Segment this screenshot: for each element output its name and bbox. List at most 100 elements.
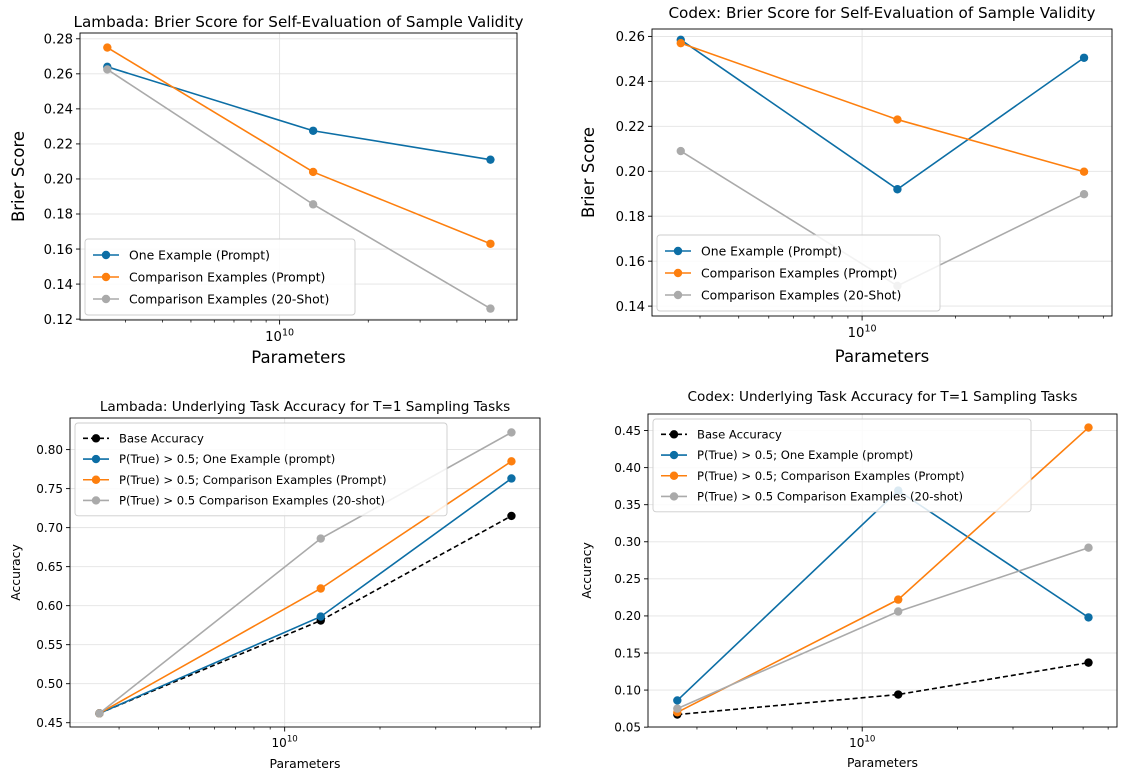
data-point bbox=[894, 607, 903, 616]
legend-swatch-marker bbox=[91, 496, 101, 505]
chart-title: Lambada: Brier Score for Self-Evaluation… bbox=[74, 13, 524, 31]
legend-label: One Example (Prompt) bbox=[129, 247, 270, 262]
x-axis-label: Parameters bbox=[270, 756, 341, 769]
legend-swatch-marker bbox=[91, 434, 101, 443]
legend-swatch-marker bbox=[669, 492, 679, 501]
x-axis: 1010 bbox=[696, 727, 1109, 750]
data-point bbox=[507, 428, 516, 437]
legend: One Example (Prompt) Comparison Examples … bbox=[84, 238, 356, 316]
y-tick-label: 0.65 bbox=[36, 560, 63, 574]
y-tick-label: 0.22 bbox=[616, 120, 645, 135]
legend-box bbox=[656, 234, 941, 312]
legend-item: One Example (Prompt) bbox=[665, 243, 842, 258]
chart-1: Lambada: Brier Score for Self-Evaluation… bbox=[9, 13, 523, 367]
data-point bbox=[676, 146, 685, 156]
y-tick-label: 0.40 bbox=[614, 461, 641, 475]
series-line bbox=[107, 66, 491, 161]
series-1 bbox=[673, 658, 1093, 719]
legend-label: P(True) > 0.5; One Example (prompt) bbox=[119, 452, 335, 466]
y-tick-label: 0.12 bbox=[44, 313, 73, 328]
y-tick-label: 0.24 bbox=[616, 75, 645, 90]
data-point bbox=[673, 704, 682, 713]
y-tick-label: 0.28 bbox=[44, 33, 73, 48]
y-axis: 0.05 0.10 0.15 0.20 0.25 0.30 0.35 0.40 0.45 bbox=[614, 424, 648, 734]
legend-item: Comparison Examples (Prompt) bbox=[93, 269, 325, 284]
data-point bbox=[673, 696, 682, 705]
x-tick-label: 1010 bbox=[848, 323, 877, 341]
legend-item: Comparison Examples (Prompt) bbox=[665, 265, 897, 280]
legend-item: Base Accuracy bbox=[83, 432, 204, 446]
legend-label: P(True) > 0.5; Comparison Examples (Prom… bbox=[697, 469, 965, 483]
y-tick-label: 0.15 bbox=[614, 646, 641, 660]
legend-item: P(True) > 0.5 Comparison Examples (20-sh… bbox=[661, 490, 963, 504]
y-tick-label: 0.26 bbox=[44, 68, 73, 83]
x-tick-label: 1010 bbox=[265, 327, 294, 345]
y-axis: 0.45 0.50 0.55 0.60 0.65 0.70 0.75 0.80 bbox=[36, 443, 70, 730]
x-axis: 1010 bbox=[125, 320, 510, 345]
y-tick-label: 0.22 bbox=[44, 138, 73, 153]
legend: One Example (Prompt) Comparison Examples … bbox=[656, 234, 941, 312]
legend-box bbox=[74, 422, 448, 517]
series-2 bbox=[103, 43, 495, 248]
legend: Base Accuracy P(True) > 0.5; One Example … bbox=[74, 422, 448, 517]
y-tick-label: 0.45 bbox=[614, 424, 641, 438]
data-point bbox=[507, 474, 516, 483]
legend-label: P(True) > 0.5 Comparison Examples (20-sh… bbox=[697, 490, 963, 504]
legend-box bbox=[84, 238, 356, 316]
data-point bbox=[103, 65, 112, 74]
legend-item: P(True) > 0.5; One Example (prompt) bbox=[661, 448, 913, 462]
y-tick-label: 0.70 bbox=[36, 521, 63, 535]
legend-label: Comparison Examples (Prompt) bbox=[701, 265, 897, 280]
legend-swatch-marker bbox=[101, 272, 111, 282]
y-tick-label: 0.20 bbox=[616, 165, 645, 180]
legend-item: One Example (Prompt) bbox=[93, 247, 270, 262]
y-tick-label: 0.30 bbox=[614, 535, 641, 549]
series-1 bbox=[103, 62, 495, 164]
data-point bbox=[316, 534, 325, 543]
chart-4: Codex: Underlying Task Accuracy for T=1 … bbox=[579, 389, 1118, 769]
legend-label: Base Accuracy bbox=[697, 428, 782, 442]
legend-item: Base Accuracy bbox=[661, 428, 782, 442]
data-point bbox=[486, 304, 495, 313]
legend-swatch-marker bbox=[669, 471, 679, 480]
data-point bbox=[308, 126, 318, 135]
y-tick-label: 0.75 bbox=[36, 482, 63, 496]
legend-swatch-marker bbox=[669, 430, 679, 439]
legend-label: P(True) > 0.5; One Example (prompt) bbox=[697, 448, 913, 462]
legend-label: Base Accuracy bbox=[119, 432, 204, 446]
data-point bbox=[1084, 658, 1093, 667]
x-axis: 1010 bbox=[118, 727, 532, 750]
legend-label: P(True) > 0.5 Comparison Examples (20-sh… bbox=[119, 494, 385, 508]
legend-swatch-marker bbox=[669, 450, 679, 460]
y-tick-label: 0.20 bbox=[614, 609, 641, 623]
y-tick-label: 0.26 bbox=[616, 30, 645, 45]
legend-swatch-marker bbox=[101, 250, 111, 260]
legend-swatch-marker bbox=[673, 290, 683, 300]
series-line bbox=[676, 546, 1089, 710]
legend-item: P(True) > 0.5; Comparison Examples (Prom… bbox=[661, 469, 965, 483]
plot-frame bbox=[79, 32, 518, 321]
legend-item: P(True) > 0.5 Comparison Examples (20-sh… bbox=[83, 494, 385, 508]
y-tick-label: 0.16 bbox=[616, 255, 645, 270]
chart-2: Codex: Brier Score for Self-Evaluation o… bbox=[579, 4, 1113, 366]
x-tick-label: 1010 bbox=[849, 735, 875, 750]
data-point bbox=[894, 690, 903, 699]
chart-title: Codex: Brier Score for Self-Evaluation o… bbox=[668, 4, 1095, 22]
y-tick-label: 0.35 bbox=[614, 498, 641, 512]
data-point bbox=[676, 38, 685, 48]
data-point bbox=[1079, 167, 1089, 176]
y-axis: 0.12 0.14 0.16 0.18 0.20 0.22 0.24 0.26 0.28 bbox=[44, 33, 80, 328]
data-point bbox=[486, 155, 495, 164]
x-axis-label: Parameters bbox=[251, 348, 345, 367]
legend-swatch-marker bbox=[91, 475, 101, 484]
series-4 bbox=[673, 543, 1093, 713]
data-point bbox=[1084, 423, 1093, 432]
y-axis-label: Accuracy bbox=[579, 542, 594, 599]
legend-item: P(True) > 0.5; Comparison Examples (Prom… bbox=[83, 473, 387, 487]
data-point bbox=[308, 167, 318, 177]
y-tick-label: 0.18 bbox=[616, 210, 645, 225]
y-axis: 0.14 0.16 0.18 0.20 0.22 0.24 0.26 bbox=[616, 30, 652, 315]
series-2 bbox=[676, 38, 1089, 176]
data-point bbox=[507, 457, 516, 466]
